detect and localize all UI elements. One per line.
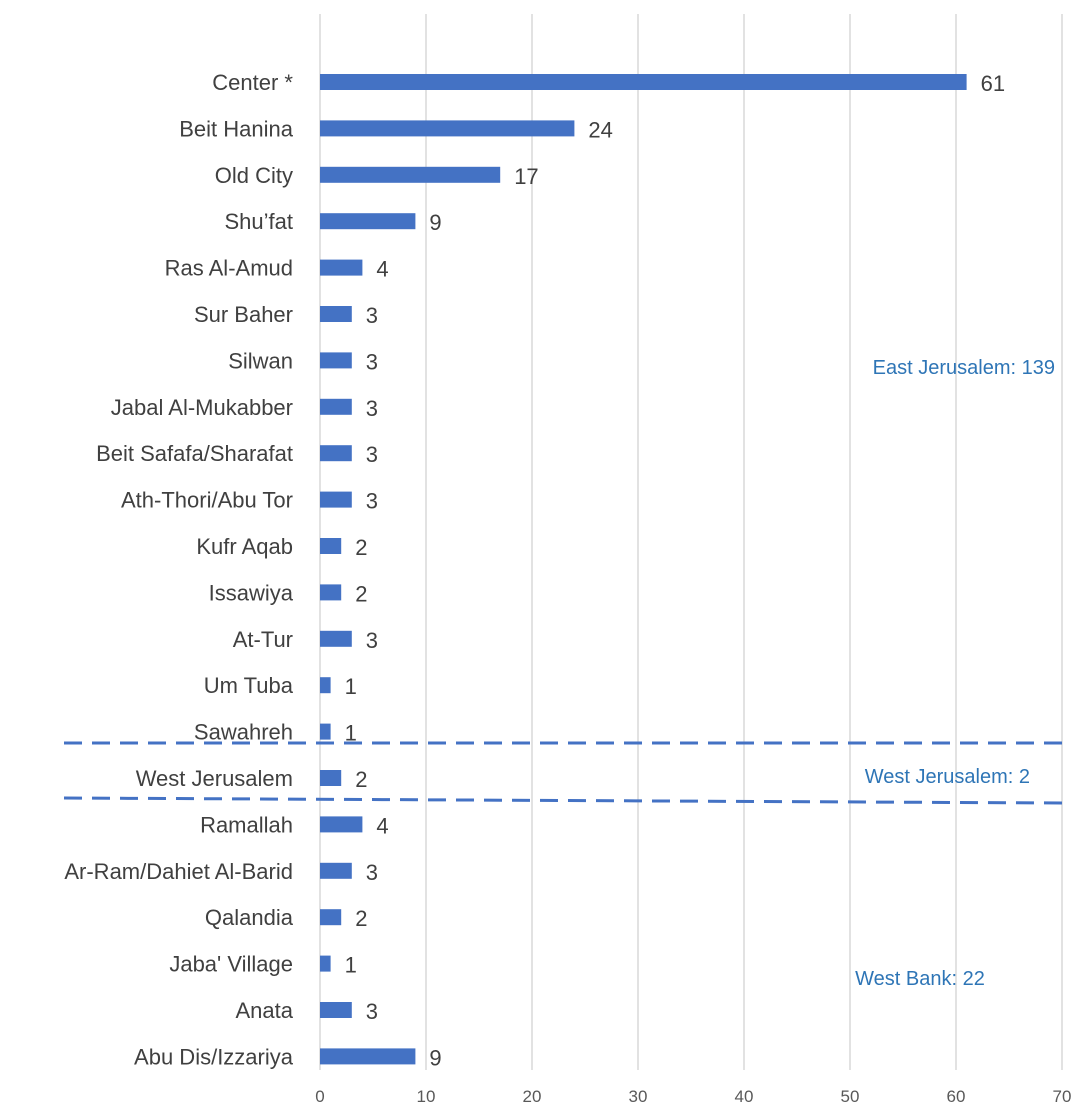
value-label: 3 bbox=[366, 396, 378, 421]
value-label: 3 bbox=[366, 999, 378, 1024]
value-label: 24 bbox=[588, 117, 612, 142]
separator-line bbox=[63, 796, 1063, 805]
x-tick-label: 60 bbox=[947, 1087, 966, 1106]
bar bbox=[320, 259, 363, 276]
value-label: 61 bbox=[981, 71, 1005, 96]
value-label: 17 bbox=[514, 164, 538, 189]
category-label: Kufr Aqab bbox=[196, 534, 293, 559]
bar bbox=[320, 213, 416, 230]
category-label: Sur Baher bbox=[194, 302, 293, 327]
bar bbox=[320, 120, 575, 137]
bar bbox=[320, 816, 363, 833]
category-label: Center * bbox=[212, 70, 293, 95]
value-label: 1 bbox=[345, 674, 357, 699]
x-tick-label: 50 bbox=[841, 1087, 860, 1106]
category-label: Beit Safafa/Sharafat bbox=[96, 441, 293, 466]
category-label: Shu’fat bbox=[225, 209, 294, 234]
value-label: 3 bbox=[366, 489, 378, 514]
bar bbox=[320, 74, 967, 90]
value-label: 2 bbox=[355, 767, 367, 792]
category-label: Qalandia bbox=[205, 905, 294, 930]
x-tick-label: 20 bbox=[523, 1087, 542, 1106]
bar bbox=[320, 398, 352, 415]
x-tick-label: 30 bbox=[629, 1087, 648, 1106]
bar bbox=[320, 1002, 352, 1018]
value-label: 9 bbox=[429, 210, 441, 235]
x-tick-label: 70 bbox=[1053, 1087, 1072, 1106]
value-label: 2 bbox=[355, 906, 367, 931]
category-label: Sawahreh bbox=[194, 720, 293, 745]
region-annotation: West Bank: 22 bbox=[855, 968, 985, 990]
category-label: Old City bbox=[215, 163, 293, 188]
category-label: Jaba' Village bbox=[169, 952, 293, 977]
value-label: 4 bbox=[376, 813, 388, 838]
value-label: 2 bbox=[355, 581, 367, 606]
category-label: Ath-Thori/Abu Tor bbox=[121, 488, 293, 513]
category-label: Ramallah bbox=[200, 812, 293, 837]
category-label: Ar-Ram/Dahiet Al-Barid bbox=[64, 859, 293, 884]
category-label: West Jerusalem bbox=[136, 766, 293, 791]
category-label: Issawiya bbox=[209, 580, 294, 605]
bar bbox=[320, 538, 342, 554]
category-label: Ras Al-Amud bbox=[165, 256, 293, 281]
bar bbox=[320, 306, 352, 322]
value-label: 3 bbox=[366, 349, 378, 374]
bar bbox=[320, 955, 331, 972]
bar bbox=[320, 166, 501, 183]
value-label: 1 bbox=[345, 953, 357, 978]
category-label: At-Tur bbox=[233, 627, 293, 652]
value-label: 9 bbox=[429, 1045, 441, 1070]
region-annotation: West Jerusalem: 2 bbox=[865, 766, 1030, 788]
category-label: Anata bbox=[236, 998, 294, 1023]
x-tick-label: 40 bbox=[735, 1087, 754, 1106]
value-label: 3 bbox=[366, 442, 378, 467]
bar bbox=[320, 862, 352, 879]
value-label: 4 bbox=[376, 257, 388, 282]
bar bbox=[320, 445, 352, 462]
category-label: Um Tuba bbox=[204, 673, 294, 698]
value-label: 3 bbox=[366, 860, 378, 885]
category-label: Beit Hanina bbox=[179, 116, 294, 141]
bar bbox=[320, 909, 342, 926]
x-tick-label: 0 bbox=[315, 1087, 324, 1106]
region-annotation: East Jerusalem: 139 bbox=[873, 357, 1055, 379]
bar bbox=[320, 491, 352, 508]
bar bbox=[320, 677, 331, 694]
value-label: 2 bbox=[355, 535, 367, 560]
bar bbox=[320, 630, 352, 647]
bar bbox=[320, 352, 352, 369]
bar bbox=[320, 584, 342, 601]
bar bbox=[320, 723, 331, 740]
category-label: Jabal Al-Mukabber bbox=[111, 395, 293, 420]
category-label: Silwan bbox=[228, 348, 293, 373]
value-label: 1 bbox=[345, 721, 357, 746]
value-label: 3 bbox=[366, 303, 378, 328]
category-label: Abu Dis/Izzariya bbox=[134, 1044, 294, 1069]
value-label: 3 bbox=[366, 628, 378, 653]
bar bbox=[320, 1048, 416, 1065]
bar bbox=[320, 770, 342, 786]
x-tick-label: 10 bbox=[417, 1087, 436, 1106]
